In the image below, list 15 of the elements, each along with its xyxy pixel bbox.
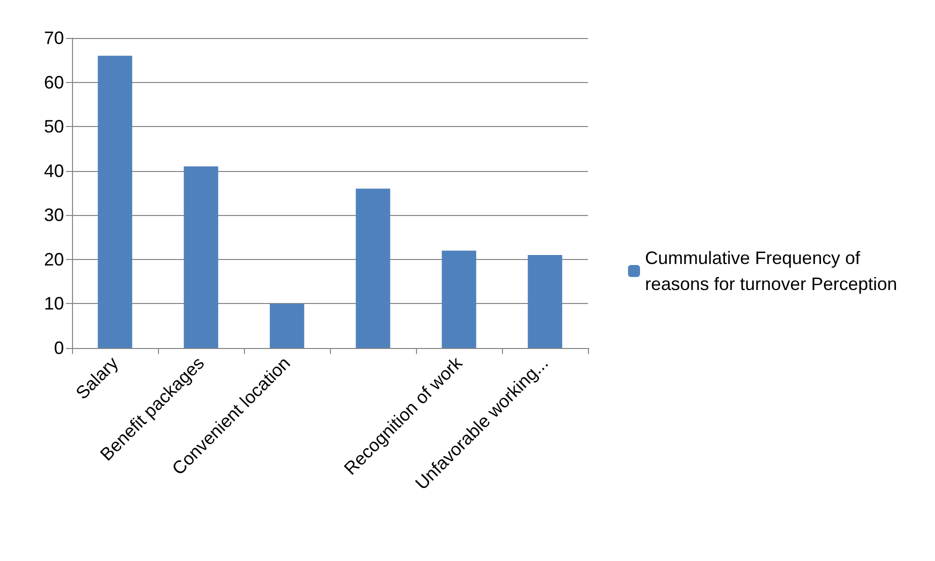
y-tick-label: 70 xyxy=(44,28,64,48)
y-tick-label: 50 xyxy=(44,116,64,137)
bar xyxy=(528,255,562,348)
bar xyxy=(184,166,218,348)
bar xyxy=(442,250,476,348)
y-tick-label: 40 xyxy=(44,160,64,181)
bar xyxy=(356,188,390,348)
y-tick-label: 60 xyxy=(44,72,64,92)
y-tick-label: 30 xyxy=(44,205,64,226)
y-tick-label: 10 xyxy=(44,294,64,314)
bar xyxy=(98,56,132,348)
bar xyxy=(270,304,304,348)
y-tick-label: 0 xyxy=(54,338,64,358)
legend-label: Cummulative Frequency of reasons for turnover Perception xyxy=(645,248,898,294)
y-tick-label: 20 xyxy=(44,249,64,270)
